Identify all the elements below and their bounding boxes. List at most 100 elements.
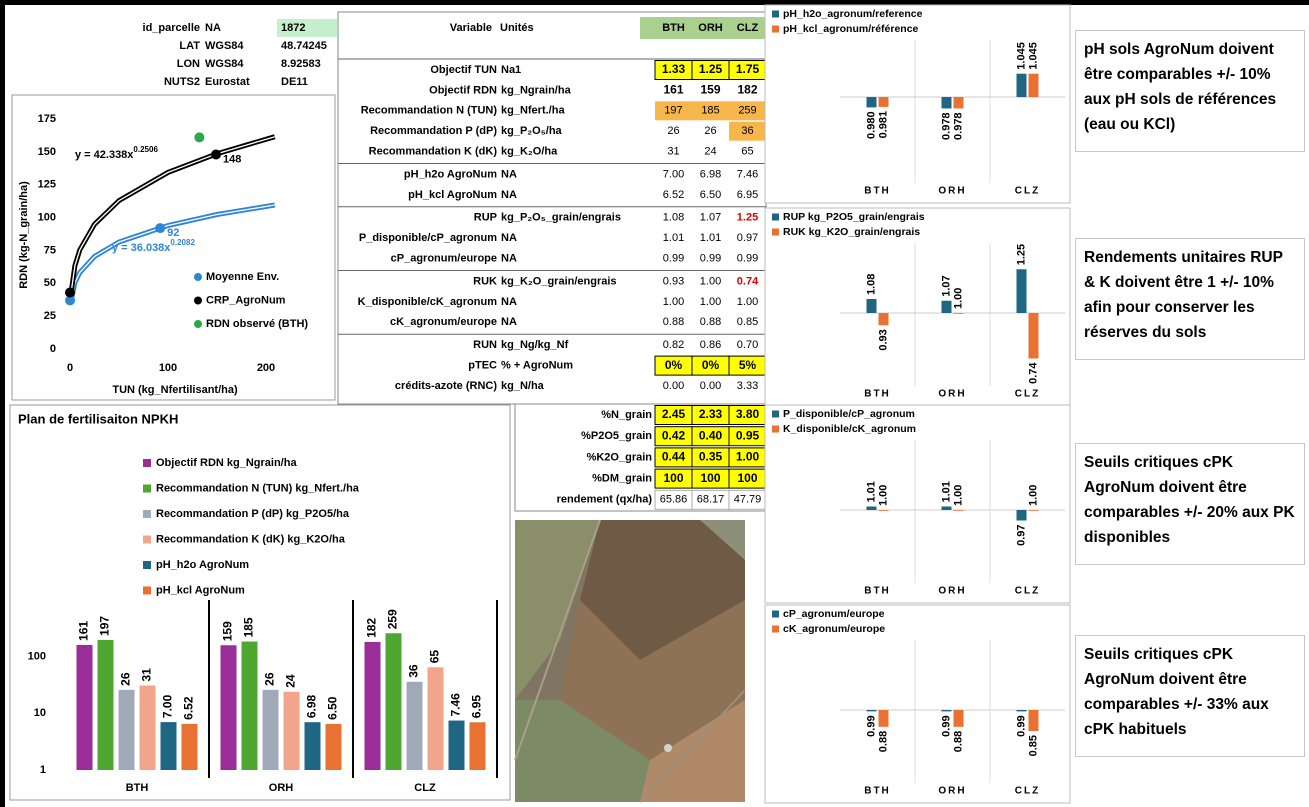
legend-swatch	[143, 561, 151, 569]
row-unit: kg_K₂O/ha	[501, 146, 558, 158]
row-unit: kg_P₂O₅/ha	[501, 125, 563, 137]
data-label: 0.93	[877, 329, 889, 350]
legend-label: RDN observé (BTH)	[206, 318, 308, 330]
cell-value: 0.88	[663, 316, 684, 328]
legend-label: K_disponible/cK_agronum	[783, 423, 916, 435]
x-tick-label: CLZ	[1015, 586, 1040, 597]
equation-exponent: 0.2506	[133, 145, 158, 154]
cell-value: 0.42	[662, 428, 686, 442]
bar	[942, 507, 952, 511]
info-label: LAT	[179, 40, 200, 52]
cell-value: 100	[663, 471, 683, 485]
cell-value: 1.00	[663, 296, 684, 308]
data-label: 24	[284, 674, 298, 688]
cell-value: 5%	[739, 358, 757, 372]
bar	[942, 97, 952, 108]
cell-value: 0.35	[699, 450, 723, 464]
bar	[942, 301, 952, 313]
cell-value: 0.85	[737, 316, 758, 328]
y-tick-label: 100	[38, 211, 56, 223]
row-label: Recommandation N (TUN)	[361, 105, 498, 117]
data-label: 1.045	[1015, 42, 1027, 70]
row-label: RUK	[473, 275, 497, 287]
bar	[1017, 710, 1027, 711]
data-label: 0.85	[1027, 735, 1039, 756]
bar	[365, 642, 381, 770]
bar	[954, 710, 964, 727]
legend-swatch	[772, 611, 779, 618]
row-label: RUP	[474, 212, 497, 224]
header-label: Unités	[500, 22, 534, 34]
row-label: K_disponible/cK_agronum	[358, 296, 498, 308]
row-label: %DM_grain	[592, 473, 652, 485]
data-label: 0.74	[1027, 362, 1039, 384]
y-tick-label: 0	[50, 343, 56, 355]
bar	[98, 640, 114, 770]
data-label: 161	[77, 621, 91, 641]
legend-swatch	[772, 229, 779, 236]
bar	[386, 633, 402, 770]
cell-value: 0.82	[663, 339, 684, 351]
bar	[1029, 313, 1039, 359]
info-value: 1872	[281, 22, 305, 34]
info-label: LON	[177, 58, 200, 70]
cell-value: 0%	[665, 358, 683, 372]
row-unit: NA	[501, 253, 517, 265]
data-label: 6.98	[305, 694, 319, 718]
bar	[1029, 74, 1039, 97]
legend-label: P_disponible/cP_agronum	[783, 408, 915, 420]
legend-swatch	[143, 510, 151, 518]
cell-value: 1.00	[736, 450, 760, 464]
equation-exponent: 0.2082	[170, 238, 195, 247]
cell-value: 0.97	[737, 232, 758, 244]
cell-value: 36	[741, 125, 753, 137]
cell-value: 0.00	[663, 380, 684, 392]
cell-value: 259	[738, 105, 756, 117]
cell-value: 1.25	[737, 212, 758, 224]
x-tick-label: ORH	[938, 389, 966, 400]
cell-value: 7.46	[737, 168, 758, 180]
note: pH sols AgroNum doivent être comparables…	[1075, 30, 1305, 152]
row-label: cP_agronum/europe	[391, 253, 497, 265]
cell-value: 1.08	[663, 212, 684, 224]
cell-value: 47.79	[734, 494, 762, 506]
legend-label: pH_h2o AgroNum	[156, 559, 249, 571]
bar	[954, 510, 964, 511]
data-label: 0.99	[940, 715, 952, 736]
legend-swatch	[772, 426, 779, 433]
row-unit: NA	[501, 168, 517, 180]
legend-label: Moyenne Env.	[206, 271, 279, 283]
data-label: 159	[221, 621, 235, 641]
cell-value: 65.86	[660, 494, 688, 506]
header-label: ORH	[698, 22, 723, 34]
bar	[867, 710, 877, 711]
bar	[1017, 269, 1027, 313]
bar	[161, 722, 177, 770]
data-label: 1.00	[877, 485, 889, 506]
x-tick-label: BTH	[126, 782, 149, 794]
cell-value: 1.00	[700, 296, 721, 308]
x-tick-label: ORH	[938, 586, 966, 597]
bar	[879, 97, 889, 107]
bar	[942, 710, 952, 711]
data-label: 1.07	[940, 275, 952, 296]
row-unit: kg_Ng/kg_Nf	[501, 339, 569, 351]
legend-label: RUK kg_K2O_grain/engrais	[783, 226, 920, 238]
info-unit: WGS84	[205, 40, 244, 52]
data-label: 182	[365, 618, 379, 638]
data-label: 0.978	[940, 112, 952, 140]
cell-value: 0.88	[700, 316, 721, 328]
data-label: 26	[263, 672, 277, 686]
legend-label: Recommandation K (dK) kg_K2O/ha	[156, 533, 346, 545]
legend-label: CRP_AgroNum	[206, 294, 286, 306]
bar	[879, 510, 889, 511]
row-unit: NA	[501, 316, 517, 328]
data-label: 65	[428, 650, 442, 664]
cell-value: 100	[700, 471, 720, 485]
data-label: 6.52	[182, 696, 196, 720]
data-label: 185	[242, 617, 256, 637]
y-tick-label: 75	[44, 244, 56, 256]
bar	[305, 722, 321, 770]
cell-value: 1.00	[737, 296, 758, 308]
data-label: 1.045	[1027, 42, 1039, 70]
